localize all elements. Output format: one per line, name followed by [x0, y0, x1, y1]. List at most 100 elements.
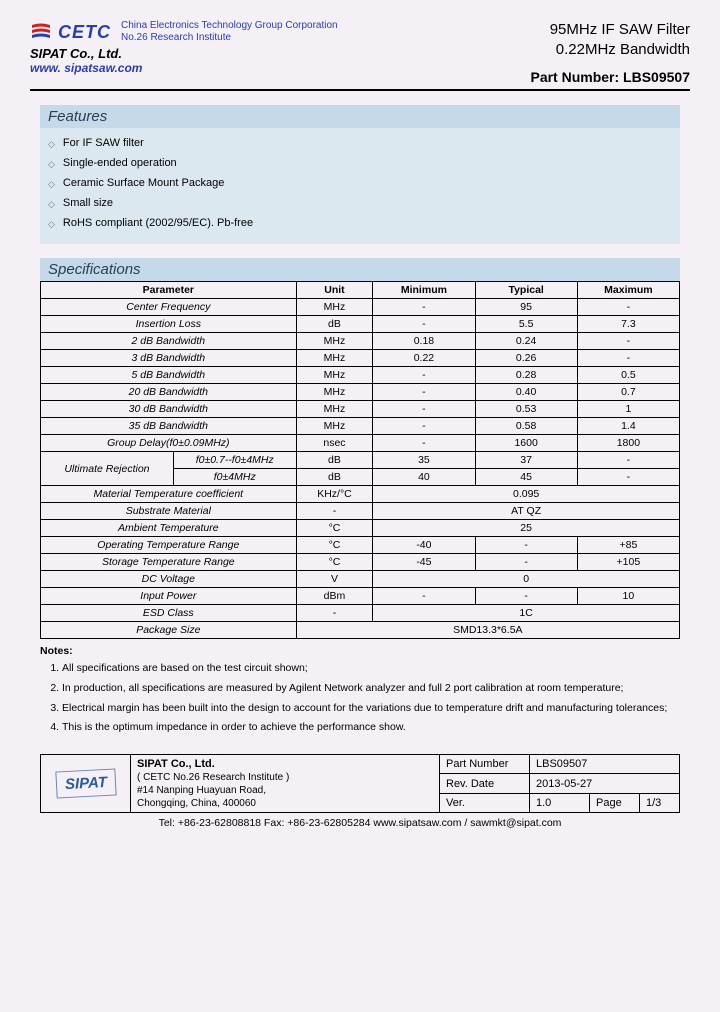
table-row: 30 dB BandwidthMHz-0.531 — [41, 401, 680, 418]
cell: MHz — [296, 333, 373, 350]
logo-sub-1: China Electronics Technology Group Corpo… — [121, 20, 338, 32]
col-header: Maximum — [577, 282, 679, 299]
company-name: SIPAT Co., Ltd. — [30, 46, 338, 61]
logo-subtitle: China Electronics Technology Group Corpo… — [121, 20, 338, 44]
notes-title: Notes: — [40, 645, 680, 657]
cell: dB — [296, 469, 373, 486]
cell: 0.40 — [475, 384, 577, 401]
cell: 1600 — [475, 435, 577, 452]
notes-section: Notes: All specifications are based on t… — [40, 645, 680, 736]
cell: +85 — [577, 537, 679, 554]
param: Material Temperature coefficient — [41, 486, 297, 503]
features-title: Features — [40, 105, 680, 128]
table-row: Material Temperature coefficientKHz/°C0.… — [41, 486, 680, 503]
feature-item: ◇Ceramic Surface Mount Package — [48, 174, 672, 194]
header-right: 95MHz IF SAW Filter 0.22MHz Bandwidth Pa… — [530, 20, 690, 85]
param: 30 dB Bandwidth — [41, 401, 297, 418]
feature-item: ◇Single-ended operation — [48, 154, 672, 174]
feature-text: For IF SAW filter — [63, 137, 144, 149]
param: 35 dB Bandwidth — [41, 418, 297, 435]
cell: - — [577, 452, 679, 469]
rev-value: 2013-05-27 — [530, 774, 680, 793]
cell: 10 — [577, 588, 679, 605]
cell: - — [373, 316, 475, 333]
features-section: Features ◇ For IF SAW filter ◇Single-ended… — [40, 105, 680, 244]
col-header: Unit — [296, 282, 373, 299]
param: Ambient Temperature — [41, 520, 297, 537]
note-item: All specifications are based on the test… — [62, 661, 680, 677]
specs-section: Specifications ParameterUnitMinimumTypic… — [40, 258, 680, 639]
specs-table: ParameterUnitMinimumTypicalMaximumCenter… — [40, 281, 680, 639]
cell: - — [373, 367, 475, 384]
notes-list: All specifications are based on the test… — [62, 661, 680, 736]
feature-item: ◇Small size — [48, 194, 672, 214]
header-left: CETC China Electronics Technology Group … — [30, 20, 338, 85]
cell: MHz — [296, 299, 373, 316]
footer-addr1: #14 Nanping Huayuan Road, — [137, 785, 266, 796]
cell: 0.24 — [475, 333, 577, 350]
table-row: Operating Temperature Range°C-40-+85 — [41, 537, 680, 554]
cell: 0.22 — [373, 350, 475, 367]
cell: MHz — [296, 367, 373, 384]
feature-text: RoHS compliant (2002/95/EC). Pb-free — [63, 217, 253, 229]
cell: 0.53 — [475, 401, 577, 418]
cell: MHz — [296, 401, 373, 418]
logo-text: CETC — [58, 22, 111, 43]
table-row: 2 dB BandwidthMHz0.180.24- — [41, 333, 680, 350]
param: Insertion Loss — [41, 316, 297, 333]
footer-inst: ( CETC No.26 Research Institute ) — [137, 772, 289, 783]
feature-item: ◇RoHS compliant (2002/95/EC). Pb-free — [48, 214, 672, 234]
cell: 1 — [577, 401, 679, 418]
param: Center Frequency — [41, 299, 297, 316]
param: Package Size — [41, 622, 297, 639]
table-row: Ambient Temperature°C25 — [41, 520, 680, 537]
note-item: Electrical margin has been built into th… — [62, 701, 680, 717]
cetc-logo-icon — [30, 22, 52, 42]
cell: nsec — [296, 435, 373, 452]
cell: - — [577, 350, 679, 367]
param: Group Delay(f0±0.09MHz) — [41, 435, 297, 452]
cell: 0 — [373, 571, 680, 588]
footer-table: SIPAT SIPAT Co., Ltd. ( CETC No.26 Resea… — [40, 754, 680, 813]
cell: dB — [296, 452, 373, 469]
rev-label: Rev. Date — [440, 774, 530, 793]
footer-address: SIPAT Co., Ltd. ( CETC No.26 Research In… — [131, 755, 440, 813]
bullet-icon: ◇ — [48, 137, 55, 151]
footer-addr2: Chongqing, China, 400060 — [137, 798, 256, 809]
product-title-2: 0.22MHz Bandwidth — [530, 40, 690, 60]
col-header: Minimum — [373, 282, 475, 299]
table-row: 20 dB BandwidthMHz-0.400.7 — [41, 384, 680, 401]
cell: °C — [296, 554, 373, 571]
cell: - — [373, 401, 475, 418]
footer-logo-cell: SIPAT — [41, 755, 131, 813]
cell: - — [373, 588, 475, 605]
specs-title: Specifications — [40, 258, 680, 281]
cell: 37 — [475, 452, 577, 469]
cell: AT QZ — [373, 503, 680, 520]
cell: - — [373, 435, 475, 452]
cell: 0.095 — [373, 486, 680, 503]
sipat-logo: SIPAT — [55, 769, 116, 799]
cell: °C — [296, 520, 373, 537]
table-row: 35 dB BandwidthMHz-0.581.4 — [41, 418, 680, 435]
cell: +105 — [577, 554, 679, 571]
param: Substrate Material — [41, 503, 297, 520]
note-item: In production, all specifications are me… — [62, 681, 680, 697]
param: Storage Temperature Range — [41, 554, 297, 571]
param: 5 dB Bandwidth — [41, 367, 297, 384]
param: ESD Class — [41, 605, 297, 622]
product-title-1: 95MHz IF SAW Filter — [530, 20, 690, 40]
table-row: ParameterUnitMinimumTypicalMaximum — [41, 282, 680, 299]
param: 3 dB Bandwidth — [41, 350, 297, 367]
cell: KHz/°C — [296, 486, 373, 503]
table-row: Insertion LossdB-5.57.3 — [41, 316, 680, 333]
table-row: DC VoltageV0 — [41, 571, 680, 588]
cell: - — [577, 299, 679, 316]
cell: - — [475, 537, 577, 554]
feature-item: ◇ For IF SAW filter — [48, 134, 672, 154]
cell: 0.7 — [577, 384, 679, 401]
table-row: Substrate Material-AT QZ — [41, 503, 680, 520]
bullet-icon: ◇ — [48, 157, 55, 171]
cell: MHz — [296, 384, 373, 401]
cell: - — [373, 384, 475, 401]
